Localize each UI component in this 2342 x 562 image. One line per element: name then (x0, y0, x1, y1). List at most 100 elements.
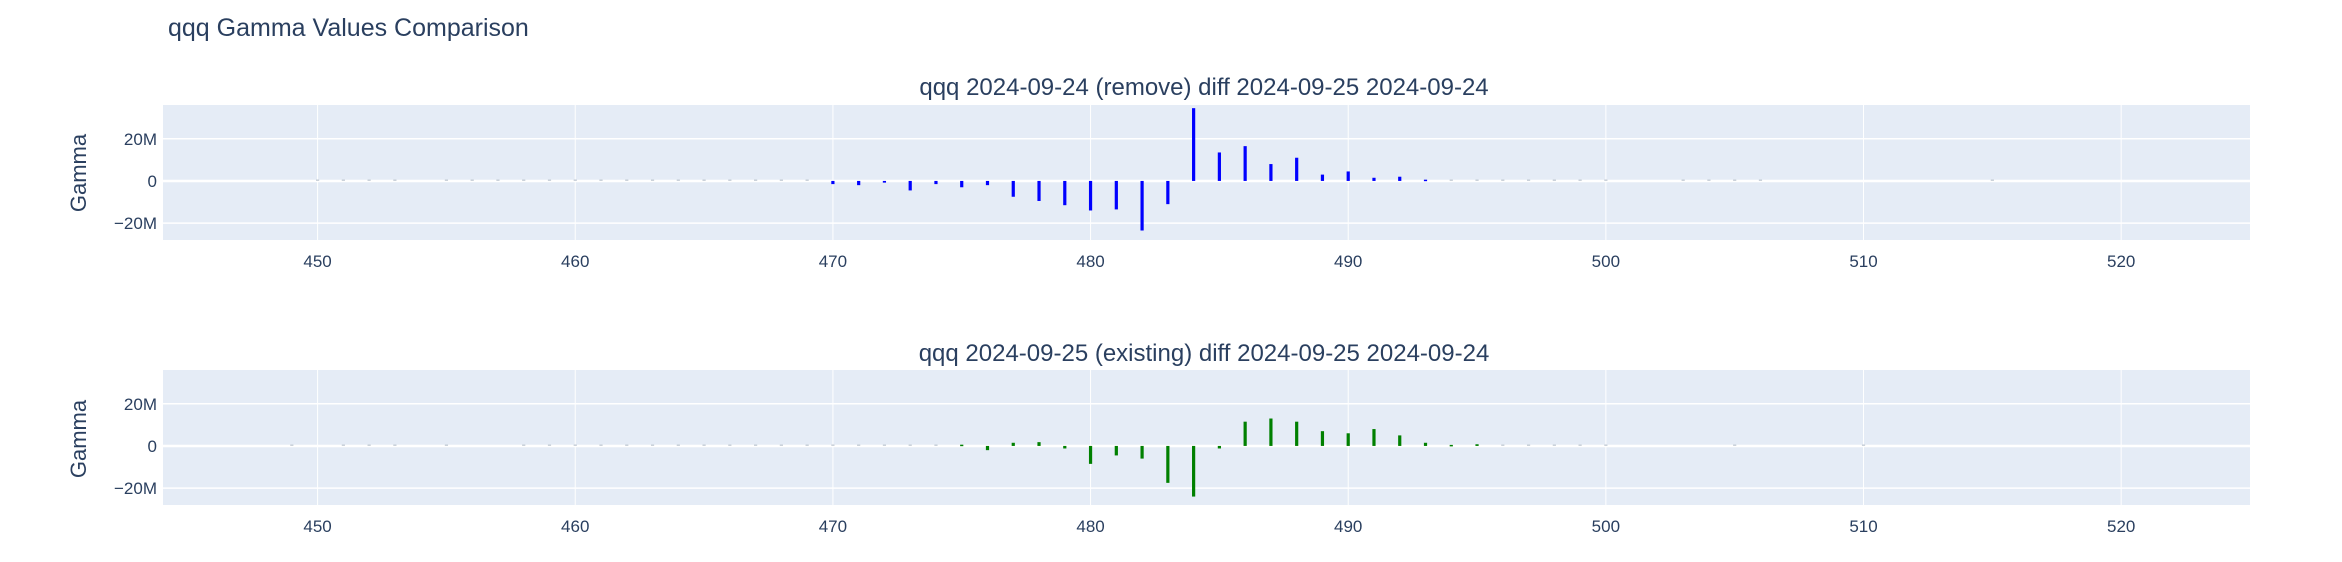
bar (1011, 442, 1015, 446)
bar (985, 180, 990, 186)
panel-1-plot-area (163, 105, 2250, 240)
bar (676, 179, 680, 181)
bar (573, 444, 577, 446)
bar (1295, 421, 1299, 446)
bar (1140, 180, 1144, 231)
bar (315, 179, 320, 181)
bar (1501, 179, 1505, 181)
y-tick-label: 20M (124, 395, 157, 414)
bar (1681, 179, 1685, 181)
bar (882, 444, 887, 446)
bar (702, 179, 706, 181)
bar (908, 180, 912, 191)
bar (1526, 179, 1531, 181)
x-tick-label: 450 (303, 252, 331, 271)
bar (367, 179, 371, 181)
bar (1578, 444, 1582, 446)
bar (341, 444, 345, 446)
bar (857, 444, 861, 446)
bar (1192, 445, 1196, 497)
bar (1346, 171, 1350, 181)
bar (1552, 179, 1556, 181)
x-tick-label: 500 (1592, 517, 1620, 536)
x-tick-label: 520 (2107, 517, 2135, 536)
bar (573, 179, 577, 181)
bar (444, 444, 449, 446)
bar (1604, 179, 1608, 181)
x-tick-label: 500 (1592, 252, 1620, 271)
x-tick-label: 510 (1849, 517, 1877, 536)
bar (934, 180, 938, 185)
bar (1269, 418, 1273, 446)
bar (1758, 179, 1763, 181)
bar (857, 180, 861, 186)
x-tick-label: 470 (819, 252, 847, 271)
bar (1733, 179, 1737, 181)
bar (1475, 444, 1479, 446)
x-tick-label: 490 (1334, 517, 1362, 536)
bar (341, 179, 345, 181)
x-tick-label: 460 (561, 252, 589, 271)
bar (444, 179, 449, 181)
bar (1320, 174, 1325, 181)
bar (1372, 429, 1376, 446)
bar (393, 444, 397, 446)
bar (1449, 179, 1453, 181)
bar (805, 179, 809, 181)
x-tick-label: 480 (1076, 517, 1104, 536)
panel-2-title: qqq 2024-09-25 (existing) diff 2024-09-2… (918, 340, 1490, 367)
bar (1501, 444, 1505, 446)
panel-1-title: qqq 2024-09-24 (remove) diff 2024-09-25 … (919, 74, 1489, 101)
y-tick-label: 0 (148, 437, 157, 456)
x-tick-label: 450 (303, 517, 331, 536)
bar (522, 179, 526, 181)
bar (754, 444, 758, 446)
bar (728, 179, 732, 181)
bar (1037, 442, 1041, 446)
bar (1217, 152, 1221, 181)
bar (1372, 177, 1376, 181)
x-tick-label: 520 (2107, 252, 2135, 271)
bar (599, 179, 603, 181)
bar (496, 179, 500, 181)
bar (547, 444, 552, 446)
bar (1346, 433, 1350, 446)
bar (1088, 445, 1093, 464)
x-tick-label: 510 (1849, 252, 1877, 271)
panel-2-plot-area (163, 370, 2250, 505)
bar (1243, 421, 1247, 446)
bar (779, 444, 783, 446)
bar (650, 444, 655, 446)
bar (1733, 444, 1737, 446)
bar (831, 180, 835, 185)
bar (367, 444, 371, 446)
bar (934, 444, 938, 446)
bar (1037, 180, 1041, 201)
x-tick-label: 480 (1076, 252, 1104, 271)
bar (960, 180, 964, 188)
bar (831, 444, 835, 446)
bar (470, 179, 474, 181)
x-tick-label: 490 (1334, 252, 1362, 271)
bar (1475, 179, 1479, 181)
bar (1063, 180, 1067, 206)
chart-main-title: qqq Gamma Values Comparison (168, 14, 529, 42)
bar (1140, 445, 1144, 459)
bar (728, 444, 732, 446)
y-tick-label: 0 (148, 172, 157, 191)
bar (754, 179, 758, 181)
y-tick-label: 20M (124, 130, 157, 149)
bar (1269, 164, 1273, 181)
bar (1990, 179, 1994, 181)
bar (960, 444, 964, 447)
y-tick-label: −20M (114, 479, 157, 498)
bar (1063, 445, 1067, 449)
bar (676, 444, 680, 446)
bar (1398, 435, 1402, 446)
bar (908, 444, 912, 446)
bar (1423, 442, 1428, 446)
bar (1320, 431, 1325, 446)
bar (882, 180, 887, 183)
bar (1243, 146, 1247, 181)
bar (1166, 445, 1170, 483)
